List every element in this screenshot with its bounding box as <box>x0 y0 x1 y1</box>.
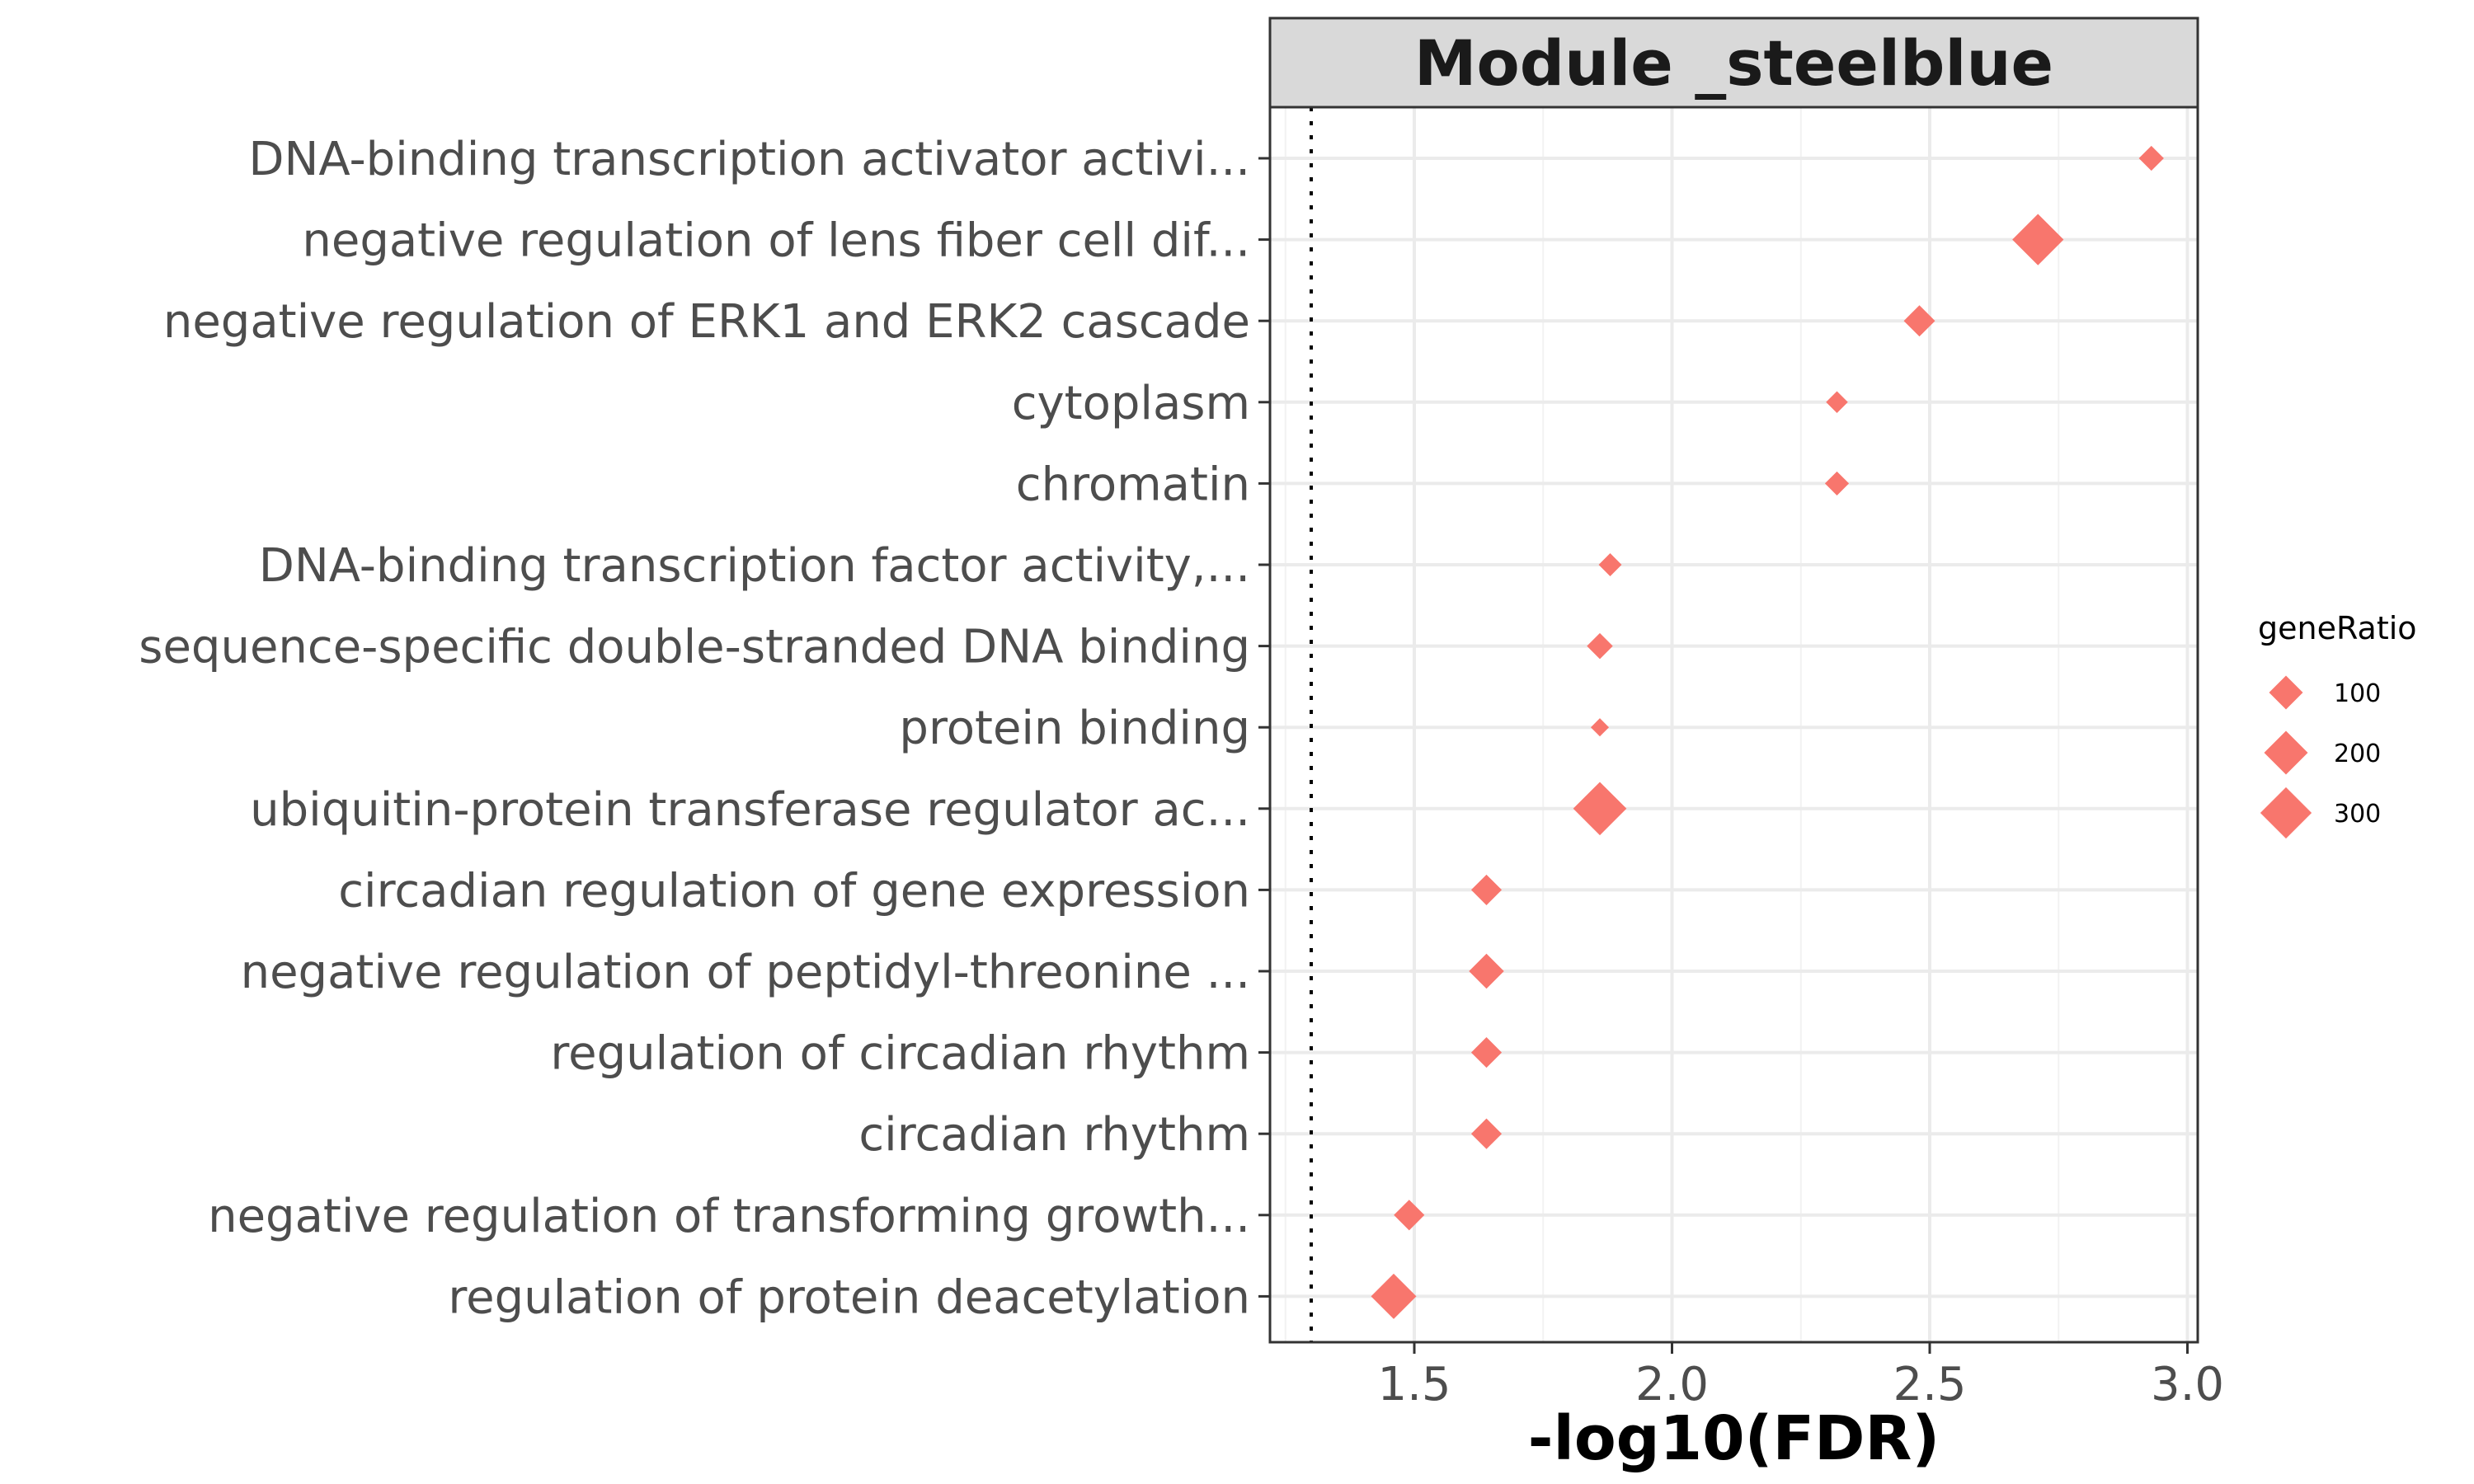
legend-label: 300 <box>2334 800 2381 829</box>
y-tick-label: negative regulation of lens fiber cell d… <box>302 214 1250 268</box>
y-tick-label: circadian regulation of gene expression <box>338 864 1250 918</box>
legend-key <box>2269 675 2303 710</box>
y-tick-label: DNA-binding transcription activator acti… <box>248 133 1250 186</box>
plot-panel <box>1268 106 2199 1344</box>
facet-strip-title: Module _steelblue <box>1414 26 2053 100</box>
data-point <box>1573 782 1627 836</box>
y-tick-label: DNA-binding transcription factor activit… <box>259 539 1250 593</box>
y-tick-label: circadian rhythm <box>858 1108 1250 1162</box>
y-axis: DNA-binding transcription activator acti… <box>139 133 1270 1324</box>
data-point <box>1394 1200 1425 1231</box>
y-tick-label: negative regulation of transforming grow… <box>208 1190 1250 1243</box>
legend-label: 200 <box>2334 740 2381 768</box>
y-tick-label: sequence-specific double-stranded DNA bi… <box>139 621 1250 674</box>
data-point <box>1598 553 1622 576</box>
y-tick-label: negative regulation of ERK1 and ERK2 cas… <box>163 295 1250 349</box>
legend-key <box>2264 730 2308 775</box>
data-point <box>1587 632 1613 660</box>
data-point <box>1469 953 1504 989</box>
y-tick-label: negative regulation of peptidyl-threonin… <box>241 946 1250 999</box>
x-tick-label: 3.0 <box>2151 1358 2224 1411</box>
data-point <box>1826 391 1848 414</box>
x-tick-label: 2.5 <box>1893 1358 1966 1411</box>
data-point <box>1824 471 1850 495</box>
legend-label: 100 <box>2334 679 2381 708</box>
facet-strip-background <box>1268 16 2199 109</box>
y-tick-label: regulation of protein deacetylation <box>448 1270 1250 1324</box>
legend: geneRatio 100 200 300 <box>2258 610 2417 839</box>
data-point <box>2012 214 2064 265</box>
y-tick-label: protein binding <box>899 702 1250 755</box>
y-tick-label: ubiquitin-protein transferase regulator … <box>250 783 1250 837</box>
data-point <box>1590 718 1610 737</box>
x-tick-label: 1.5 <box>1377 1358 1451 1411</box>
x-axis: 1.5 2.0 2.5 3.0 <box>1377 1342 2224 1411</box>
legend-title: geneRatio <box>2258 610 2417 646</box>
data-point <box>1470 1118 1503 1149</box>
facet-strip: Module _steelblue <box>1268 16 2199 109</box>
data-point <box>1903 305 1935 337</box>
panel-background <box>1270 107 2198 1342</box>
y-tick-label: cytoplasm <box>1012 377 1250 430</box>
data-point <box>2138 145 2164 171</box>
legend-key <box>2260 787 2312 839</box>
data-point <box>1470 1037 1503 1068</box>
x-axis-title: -log10(FDR) <box>1528 1403 1940 1474</box>
data-point <box>1371 1273 1417 1319</box>
x-tick-label: 2.0 <box>1635 1358 1709 1411</box>
data-point <box>1470 874 1503 905</box>
y-tick-label: chromatin <box>1016 458 1250 511</box>
y-tick-label: regulation of circadian rhythm <box>550 1027 1250 1081</box>
